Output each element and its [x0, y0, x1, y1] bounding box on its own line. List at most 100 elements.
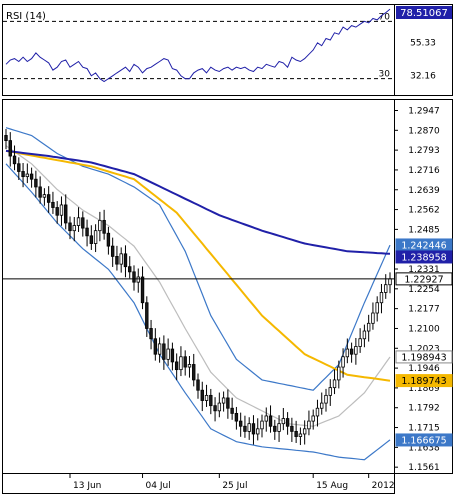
candle — [46, 194, 51, 203]
candle — [25, 173, 30, 178]
candle — [375, 302, 379, 314]
candle — [285, 418, 290, 427]
price-tick-label: 1.2716 — [408, 166, 440, 176]
candle — [277, 423, 281, 432]
price-tick-label: 1.1869 — [408, 384, 440, 394]
price-tick-label: 1.1792 — [408, 404, 440, 414]
candle — [273, 425, 277, 432]
price-tick-label: 1.2870 — [408, 126, 440, 136]
candle — [196, 379, 200, 391]
price-tick-label: 1.2177 — [408, 305, 440, 315]
value-label-text: 1.22927 — [404, 274, 443, 285]
candle — [21, 171, 25, 178]
candle — [166, 348, 170, 360]
candle — [379, 292, 384, 304]
candle — [174, 361, 179, 371]
value-label-text: 1.238958 — [401, 252, 446, 263]
candle — [349, 348, 354, 355]
candle — [264, 415, 268, 422]
rsi-axis-area — [394, 4, 453, 96]
candle — [256, 428, 260, 435]
candle — [371, 312, 375, 324]
candle — [157, 343, 162, 355]
candle — [119, 253, 123, 265]
value-label-text: 1.242446 — [401, 240, 446, 251]
candle — [217, 402, 222, 412]
indicator-line-bb-mid — [5, 145, 391, 427]
candle — [209, 394, 213, 407]
candle — [89, 235, 94, 244]
rsi-current-value: 78.51067 — [400, 8, 448, 19]
candle — [354, 346, 358, 355]
rsi-title: RSI (14) — [6, 11, 46, 22]
crosshair-price-label: 1.22927 — [395, 272, 453, 286]
price-tick-label: 1.2023 — [408, 344, 440, 354]
candle — [311, 415, 315, 422]
candle — [234, 412, 239, 422]
candle — [149, 328, 153, 340]
candle — [230, 407, 234, 414]
bb-mid-value-label: 1.198943 — [395, 350, 453, 364]
candle — [76, 217, 81, 226]
price-tick-label: 1.2947 — [408, 106, 440, 116]
candle — [268, 415, 273, 427]
candle — [17, 163, 21, 172]
candle — [145, 302, 149, 329]
rsi-tick-label: 32.16 — [410, 72, 436, 82]
candle — [128, 266, 132, 273]
candle — [38, 186, 42, 198]
candle — [29, 173, 34, 180]
rsi-tick-label: 55.33 — [410, 38, 436, 48]
candle — [187, 364, 192, 368]
bb-upper-value-label: 1.242446 — [395, 238, 453, 252]
candle — [8, 140, 12, 157]
price-tick-label: 1.2331 — [408, 265, 440, 275]
value-label-text: 1.166675 — [401, 435, 446, 446]
candle — [362, 330, 367, 340]
rsi-panel — [2, 4, 395, 96]
candle — [98, 219, 102, 232]
candle — [221, 397, 226, 404]
candle — [162, 343, 166, 360]
price-tick-label: 1.2562 — [408, 206, 440, 216]
candle — [281, 418, 286, 425]
indicator-line-sma — [5, 149, 391, 255]
sma-value-label: 1.238958 — [395, 250, 453, 264]
candle — [388, 278, 392, 286]
candle — [213, 405, 217, 412]
candle — [247, 423, 251, 432]
candle — [153, 338, 158, 355]
price-axis-area — [394, 99, 453, 474]
candle — [140, 276, 145, 304]
candle — [68, 222, 72, 232]
x-tick-label: 2012 — [372, 481, 395, 491]
candle — [4, 135, 8, 142]
candle — [64, 204, 68, 224]
x-tick-label: 13 Jun — [73, 481, 101, 491]
candle — [204, 394, 209, 401]
candle — [260, 420, 264, 430]
candle — [85, 227, 89, 237]
rsi-series-line — [5, 8, 391, 83]
candle — [358, 338, 362, 347]
candle — [315, 407, 320, 417]
candle — [366, 322, 371, 332]
value-label-text: 1.198943 — [401, 352, 446, 363]
candle — [179, 356, 183, 371]
candle — [136, 276, 140, 283]
x-tick-label: 04 Jul — [146, 481, 171, 491]
candle — [341, 356, 345, 368]
candle — [243, 425, 247, 432]
candle — [294, 430, 298, 437]
candle — [320, 402, 324, 409]
candle — [170, 348, 175, 363]
candle — [115, 256, 119, 265]
candle — [59, 204, 64, 216]
price-tick-label: 1.1946 — [408, 364, 440, 374]
candle — [302, 428, 307, 435]
candle — [200, 389, 204, 401]
candle — [307, 420, 311, 430]
candle — [328, 387, 332, 396]
candle — [332, 379, 337, 389]
